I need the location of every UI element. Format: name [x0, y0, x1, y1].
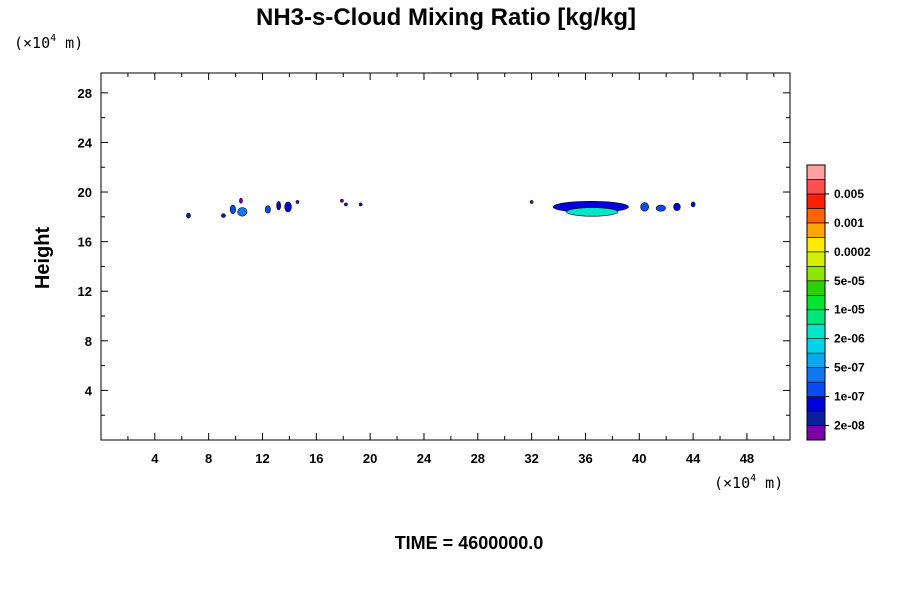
colorbar-segment	[806, 425, 826, 441]
cloud-blob	[229, 204, 236, 215]
cloud-blob	[221, 213, 226, 218]
colorbar-segment	[806, 280, 826, 296]
x-tick-label: 16	[309, 451, 323, 466]
y-axis-label: Height	[32, 227, 54, 290]
cloud-blob	[340, 198, 344, 203]
y-tick-label: 8	[85, 334, 92, 349]
colorbar-label: 0.001	[834, 216, 864, 230]
plot-frame	[100, 72, 791, 441]
colorbar-segment	[806, 266, 826, 282]
colorbar-segment	[806, 237, 826, 253]
colorbar-label: 1e-07	[834, 390, 865, 404]
x-tick-label: 28	[471, 451, 485, 466]
cloud-blob	[566, 207, 619, 217]
y-tick-label: 4	[85, 383, 93, 398]
cloud-blob	[640, 202, 650, 212]
colorbar-frame	[806, 164, 826, 441]
chart-title: NH3-s-Cloud Mixing Ratio [kg/kg]	[256, 4, 636, 31]
cloud-blob	[655, 204, 666, 212]
cloud-blob	[276, 201, 281, 211]
colorbar-label: 0.0002	[834, 245, 871, 259]
colorbar-label: 5e-07	[834, 361, 865, 375]
colorbar-segment	[806, 323, 826, 339]
colorbar-segment	[806, 352, 826, 368]
x-tick-label: 24	[417, 451, 432, 466]
colorbar-label: 0.005	[834, 187, 864, 201]
x-tick-label: 40	[632, 451, 646, 466]
x-tick-label: 4	[151, 451, 159, 466]
x-tick-label: 20	[363, 451, 377, 466]
x-tick-label: 32	[524, 451, 538, 466]
colorbar-segment	[806, 222, 826, 238]
colorbar-segment	[806, 338, 826, 354]
colorbar-segment	[806, 193, 826, 209]
y-tick-label: 12	[78, 284, 92, 299]
y-tick-label: 20	[78, 185, 92, 200]
colorbar-segment	[806, 164, 826, 180]
colorbar-label: 5e-05	[834, 274, 865, 288]
colorbar-label: 2e-08	[834, 419, 865, 433]
x-tick-label: 48	[740, 451, 754, 466]
cloud-blob	[264, 205, 271, 214]
y-axis-unit: (×104 m)	[14, 33, 83, 52]
cloud-blob	[239, 197, 243, 204]
cloud-blob	[237, 207, 248, 217]
x-tick-label: 36	[578, 451, 592, 466]
colorbar-label: 1e-05	[834, 303, 865, 317]
colorbar-segment	[806, 208, 826, 224]
cloud-blob	[529, 200, 534, 204]
colorbar-segment	[806, 309, 826, 325]
time-label: TIME = 4600000.0	[395, 533, 544, 553]
cloud-blob	[186, 212, 191, 219]
colorbar-segment	[806, 381, 826, 397]
cloud-blob	[344, 202, 348, 207]
x-tick-label: 44	[686, 451, 701, 466]
colorbar-label: 2e-06	[834, 332, 865, 346]
x-tick-label: 12	[255, 451, 269, 466]
colorbar-segment	[806, 179, 826, 195]
colorbar-segment	[806, 367, 826, 383]
x-tick-label: 8	[205, 451, 212, 466]
colorbar-segment	[806, 294, 826, 311]
colorbar-segment	[806, 396, 826, 412]
x-axis-unit: (×104 m)	[714, 473, 783, 492]
y-tick-label: 24	[78, 135, 93, 150]
cloud-blob	[690, 201, 696, 208]
cloud-blob	[295, 200, 300, 204]
colorbar-segment	[806, 410, 826, 426]
cloud-blob	[284, 201, 292, 213]
cloud-blob	[673, 202, 681, 211]
y-tick-label: 28	[78, 86, 92, 101]
y-tick-label: 16	[78, 235, 92, 250]
colorbar-segment	[806, 251, 826, 267]
cloud-blob	[358, 202, 363, 207]
